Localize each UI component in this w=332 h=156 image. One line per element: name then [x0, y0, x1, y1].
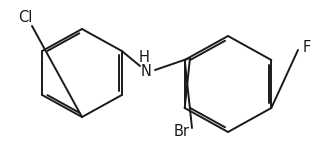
Text: N: N [140, 64, 151, 80]
Text: F: F [303, 41, 311, 56]
Text: Br: Br [174, 124, 190, 139]
Text: Cl: Cl [18, 10, 33, 25]
Text: H: H [138, 51, 149, 66]
